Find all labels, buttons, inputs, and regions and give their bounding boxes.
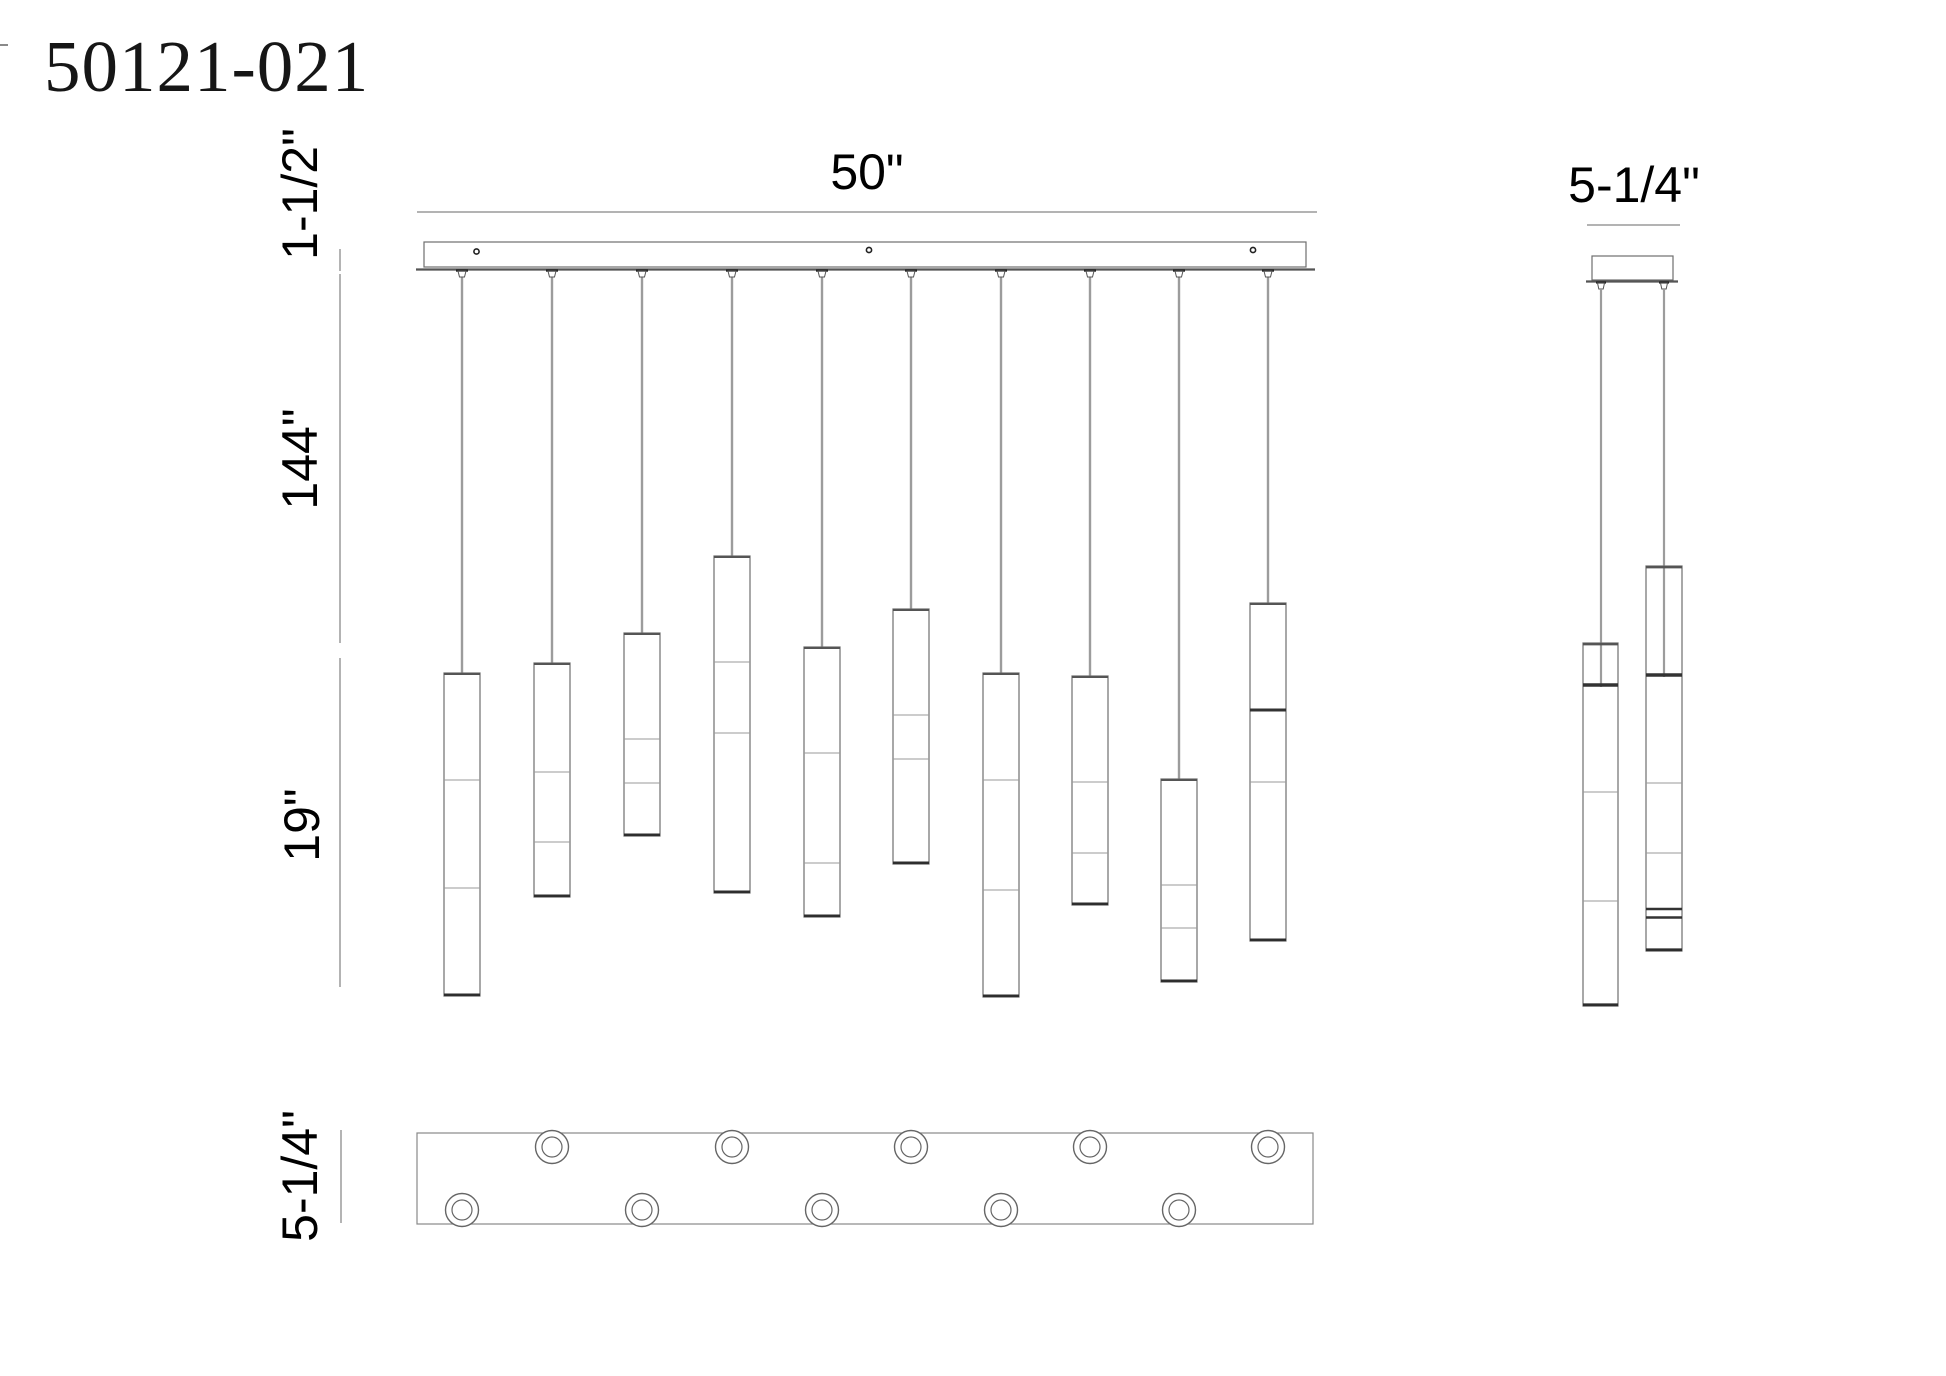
dim-label-pendant-height: 19" [274, 788, 330, 862]
cable-connector-stem [1085, 270, 1095, 278]
cable-connector-stem [1659, 282, 1669, 290]
pendant-cylinder [443, 672, 481, 997]
front-canopy-body [423, 241, 1307, 268]
cable-connector-stem [727, 270, 737, 278]
plan-port-inner-ring [1168, 1199, 1190, 1221]
plan-port-inner-ring [990, 1199, 1012, 1221]
plan-port-outer-ring [893, 1129, 929, 1165]
plan-port-outer-ring [804, 1192, 840, 1228]
plan-port-inner-ring [451, 1199, 473, 1221]
plan-port-inner-ring [631, 1199, 653, 1221]
dim-label-plan-depth: 5-1/4" [272, 1110, 328, 1242]
plan-port-outer-ring [624, 1192, 660, 1228]
cable-connector-stem [1174, 270, 1184, 278]
side-pendant-cylinder [1582, 642, 1619, 1007]
canopy-mounting-hole [473, 248, 480, 255]
cable-connector-stem [906, 270, 916, 278]
plan-port-inner-ring [541, 1136, 563, 1158]
pendant-cylinder [1160, 778, 1198, 983]
side-canopy-body [1591, 255, 1674, 281]
plan-port-outer-ring [714, 1129, 750, 1165]
plan-port-outer-ring [444, 1192, 480, 1228]
plan-port-inner-ring [811, 1199, 833, 1221]
dim-label-max-drop: 144" [272, 408, 328, 510]
cable-connector-stem [547, 270, 557, 278]
plan-port-outer-ring [1161, 1192, 1197, 1228]
cable-connector-stem [1596, 282, 1606, 290]
pendant-cylinder [533, 662, 571, 898]
plan-port-outer-ring [983, 1192, 1019, 1228]
plan-port-outer-ring [534, 1129, 570, 1165]
cable-connector-stem [1263, 270, 1273, 278]
dim-label-side-width: 5-1/4" [1568, 157, 1700, 213]
canopy-mounting-hole [865, 246, 873, 254]
pendant-cylinder [713, 555, 751, 894]
plan-port-inner-ring [900, 1136, 922, 1158]
plan-port-inner-ring [721, 1136, 743, 1158]
dim-label-canopy-length: 50" [830, 144, 904, 200]
pendant-cylinder [892, 608, 930, 865]
cable-connector-stem [817, 270, 827, 278]
canopy-mounting-hole [1249, 246, 1257, 254]
pendant-cylinder [1249, 602, 1287, 942]
scan-artifact-mark [0, 44, 8, 54]
plan-port-inner-ring [1079, 1136, 1101, 1158]
model-number: 50121-021 [44, 26, 370, 107]
cable-connector-stem [996, 270, 1006, 278]
pendant-cylinder [982, 672, 1020, 998]
pendant-cylinder [1071, 675, 1109, 906]
cable-connector-stem [637, 270, 647, 278]
plan-port-outer-ring [1072, 1129, 1108, 1165]
plan-port-outer-ring [1250, 1129, 1286, 1165]
pendant-cylinder [803, 646, 841, 918]
plan-canopy-outline [416, 1132, 1314, 1225]
cable-connector-stem [457, 270, 467, 278]
pendant-cylinder [623, 632, 661, 837]
dim-label-canopy-height: 1-1/2" [272, 128, 328, 260]
plan-port-inner-ring [1257, 1136, 1279, 1158]
